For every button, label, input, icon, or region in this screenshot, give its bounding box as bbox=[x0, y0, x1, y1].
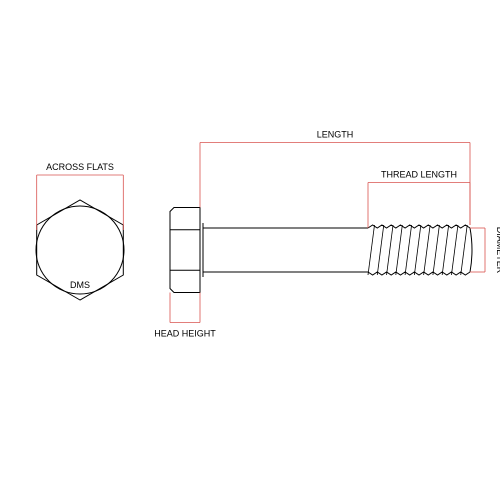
across-flats-dim: ACROSS FLATS bbox=[37, 162, 124, 230]
thread-length-label: THREAD LENGTH bbox=[381, 170, 457, 180]
head-height-label: HEAD HEIGHT bbox=[154, 329, 216, 339]
diameter-label: DIAMETER bbox=[495, 227, 500, 274]
length-label: LENGTH bbox=[317, 130, 354, 140]
diameter-dim: DIAMETER bbox=[470, 227, 500, 274]
thread-length-dim: THREAD LENGTH bbox=[368, 170, 470, 229]
head-height-dim: HEAD HEIGHT bbox=[154, 293, 216, 339]
bolt-side bbox=[170, 208, 472, 293]
dms-label: DMS bbox=[70, 280, 90, 290]
bolt-diagram: ACROSS FLATS DMS LENGTH THREAD LENGTH bbox=[0, 0, 500, 500]
across-flats-label: ACROSS FLATS bbox=[46, 162, 114, 172]
